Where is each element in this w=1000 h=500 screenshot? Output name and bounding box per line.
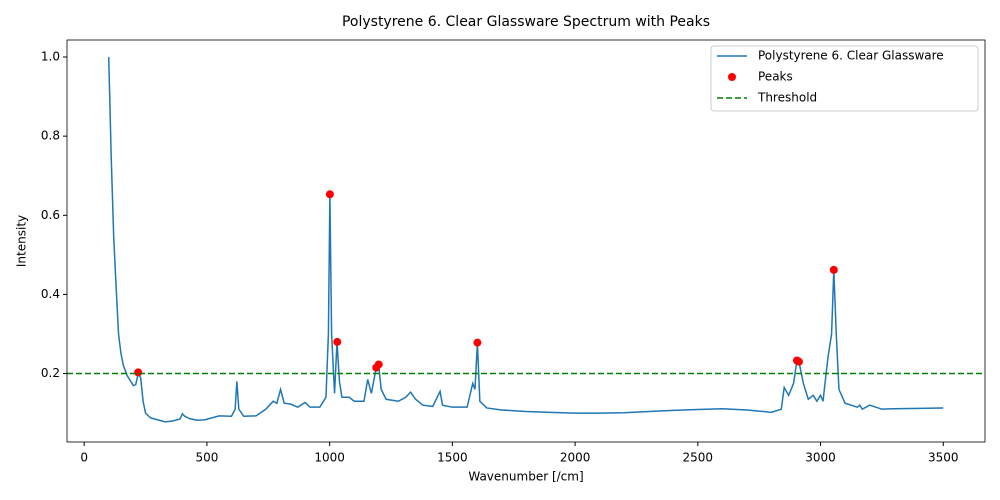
legend-swatch — [728, 73, 736, 81]
x-tick-label: 500 — [195, 451, 218, 465]
y-tick-label: 0.6 — [41, 208, 60, 222]
peak-point — [794, 357, 803, 366]
x-tick-label: 0 — [80, 451, 88, 465]
y-axis-label: Intensity — [15, 215, 29, 267]
legend-label: Polystyrene 6. Clear Glassware — [758, 49, 944, 63]
spectrum-line — [107, 56, 944, 423]
x-tick-label: 2500 — [683, 451, 714, 465]
y-tick-label: 0.8 — [41, 129, 60, 143]
x-tick-label: 3500 — [928, 451, 959, 465]
legend-box — [710, 45, 979, 112]
plot-frame — [66, 39, 986, 443]
x-tick-label: 1500 — [437, 451, 468, 465]
x-axis-label: Wavenumber [/cm] — [468, 470, 583, 484]
peak-point — [473, 338, 482, 347]
legend-label: Threshold — [757, 91, 817, 105]
x-tick-label: 2000 — [560, 451, 591, 465]
y-tick-label: 0.2 — [41, 366, 60, 380]
chart-title: Polystyrene 6. Clear Glassware Spectrum … — [342, 14, 710, 30]
y-tick-label: 1.0 — [41, 50, 60, 64]
peak-point — [829, 265, 838, 274]
y-tick-label: 0.4 — [41, 287, 60, 301]
x-tick-label: 1000 — [314, 451, 345, 465]
peak-point — [374, 360, 383, 369]
legend-label: Peaks — [758, 70, 793, 84]
peak-point — [134, 368, 143, 377]
peak-point — [325, 190, 334, 199]
x-tick-label: 3000 — [805, 451, 836, 465]
peak-point — [333, 337, 342, 346]
